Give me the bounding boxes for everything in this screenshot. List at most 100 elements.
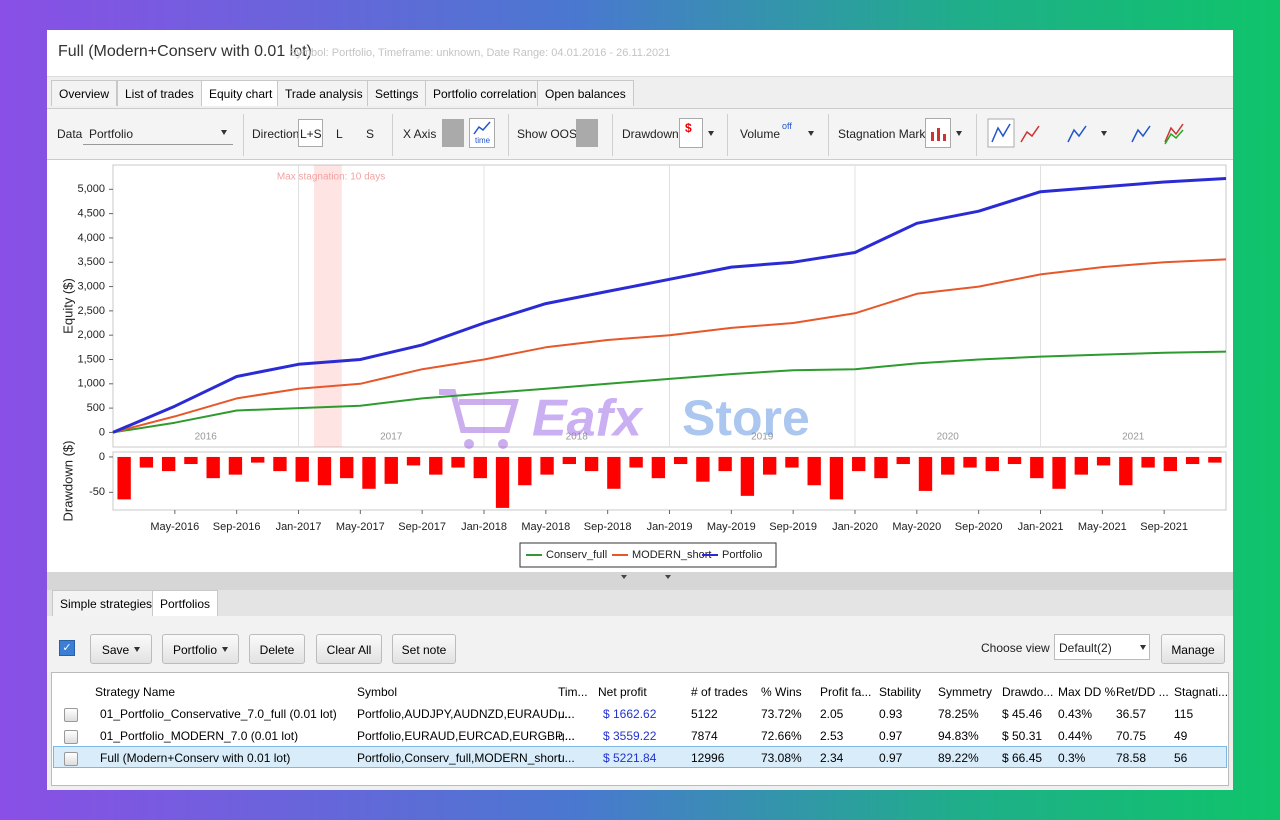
- tab-active[interactable]: Portfolios: [152, 590, 219, 616]
- dropdown-arrow: [708, 131, 714, 136]
- row-checkbox[interactable]: [64, 708, 78, 722]
- drawdown-bar: [762, 456, 777, 475]
- table-cell: 56: [1174, 751, 1188, 765]
- table-cell: 2.34: [820, 751, 844, 765]
- button[interactable]: Clear All: [316, 634, 382, 664]
- drawdown-bar: [473, 456, 487, 479]
- drawdown-bar: [406, 456, 421, 466]
- drawdown-bar: [228, 456, 243, 475]
- toggle[interactable]: L+S: [300, 127, 322, 141]
- column-header[interactable]: Profit fa...: [820, 685, 872, 699]
- tab[interactable]: Overview: [51, 80, 118, 106]
- button[interactable]: Portfolio: [162, 634, 239, 664]
- table-cell: 2.53: [820, 729, 844, 743]
- button[interactable]: Delete: [249, 634, 305, 664]
- year-label: 2019: [751, 432, 774, 443]
- icon-label[interactable]: off: [782, 121, 792, 131]
- y2-tick-label: -50: [89, 486, 105, 498]
- dropdown-arrow: [808, 131, 814, 136]
- table-cell: 0.43%: [1058, 707, 1093, 721]
- table-cell: 0.97: [879, 729, 903, 743]
- column-header[interactable]: Max DD %: [1058, 685, 1116, 699]
- button[interactable]: Set note: [392, 634, 456, 664]
- x-tick-label: May-2016: [150, 521, 199, 533]
- table-cell: 73.72%: [761, 707, 802, 721]
- dropdown[interactable]: [83, 120, 233, 145]
- drawdown-bar: [1007, 456, 1022, 465]
- x-tick-label: Jan-2020: [832, 521, 878, 533]
- x-tick-label: May-2017: [336, 521, 385, 533]
- button-label: Portfolio: [172, 643, 218, 657]
- y-tick-label: 3,000: [77, 280, 105, 292]
- legend-box: [519, 542, 777, 568]
- window: Full (Modern+Conserv with 0.01 lot) Symb…: [47, 30, 1233, 790]
- column-header[interactable]: % Wins: [761, 685, 802, 699]
- icon-button[interactable]: [442, 119, 464, 147]
- drawdown-bar: [829, 456, 844, 500]
- column-header[interactable]: Ret/DD ...: [1116, 685, 1169, 699]
- icon-button[interactable]: [469, 118, 495, 148]
- tab[interactable]: Simple strategies: [52, 590, 161, 616]
- icon-button[interactable]: [576, 119, 598, 147]
- separator: [392, 114, 393, 156]
- y-tick-label: 2,000: [77, 329, 105, 341]
- y-tick-label: 4,000: [77, 232, 105, 244]
- splitter[interactable]: [47, 572, 1233, 590]
- icon-button[interactable]: [679, 118, 703, 148]
- drawdown-bar: [1052, 456, 1066, 489]
- column-header[interactable]: Tim...: [558, 685, 588, 699]
- button[interactable]: Save: [90, 634, 152, 664]
- column-header[interactable]: Symbol: [357, 685, 398, 699]
- toggle[interactable]: L: [336, 127, 343, 141]
- row-checkbox[interactable]: [64, 730, 78, 744]
- drawdown-bar: [1096, 456, 1111, 466]
- drawdown-bar: [340, 456, 354, 479]
- column-header[interactable]: Stagnati...: [1174, 685, 1229, 699]
- column-header[interactable]: # of trades: [691, 685, 748, 699]
- button[interactable]: Manage: [1161, 634, 1225, 664]
- column-header[interactable]: Drawdo...: [1002, 685, 1054, 699]
- drawdown-bar: [1163, 456, 1178, 472]
- table-cell: u...: [558, 729, 575, 743]
- toggle-active[interactable]: [298, 119, 323, 147]
- icon-line: [1164, 129, 1184, 145]
- tab[interactable]: Open balances: [537, 80, 634, 106]
- label: Show OOS: [517, 127, 578, 141]
- tab[interactable]: Settings: [367, 80, 427, 106]
- stagnation-band: [313, 165, 342, 447]
- toggle[interactable]: S: [366, 127, 375, 141]
- drawdown-bar: [985, 456, 999, 472]
- title-bar: [47, 30, 1233, 77]
- series-line: [112, 177, 1227, 434]
- column-header[interactable]: Stability: [879, 685, 922, 699]
- table-cell: Full (Modern+Conserv with 0.01 lot): [100, 751, 291, 765]
- window-title: Full (Modern+Conserv with 0.01 lot): [58, 43, 312, 60]
- checkbox-all[interactable]: ✓: [59, 640, 75, 656]
- tab-active[interactable]: Equity chart: [201, 80, 281, 106]
- drawdown-bar: [1141, 456, 1155, 468]
- cart-wheel: [498, 439, 508, 449]
- column-header[interactable]: Symmetry: [938, 685, 992, 699]
- column-header[interactable]: Strategy Name: [95, 685, 176, 699]
- table-cell: 0.3%: [1058, 751, 1086, 765]
- table-cell: u...: [558, 707, 575, 721]
- dropdown-arrow: [1101, 131, 1107, 136]
- y-axis-label: Equity ($): [60, 278, 75, 334]
- separator: [612, 114, 613, 156]
- tab[interactable]: Trade analysis: [277, 80, 371, 106]
- y2-tick-label: 0: [99, 451, 105, 463]
- table-cell: $ 50.31: [1002, 729, 1043, 743]
- tab[interactable]: List of trades: [117, 80, 202, 106]
- column-header[interactable]: Net profit: [598, 685, 647, 699]
- drawdown-bar: [362, 456, 376, 489]
- drawdown-bar: [295, 456, 309, 482]
- view-select[interactable]: [1054, 634, 1150, 660]
- table-cell: 89.22%: [938, 751, 979, 765]
- drawdown-bar: [785, 456, 799, 468]
- tab[interactable]: Portfolio correlation: [425, 80, 545, 106]
- button-label: Save: [101, 643, 130, 657]
- y-tick-label: 2,500: [77, 305, 105, 317]
- dropdown-arrow: [222, 647, 229, 652]
- row-checkbox[interactable]: [64, 752, 78, 766]
